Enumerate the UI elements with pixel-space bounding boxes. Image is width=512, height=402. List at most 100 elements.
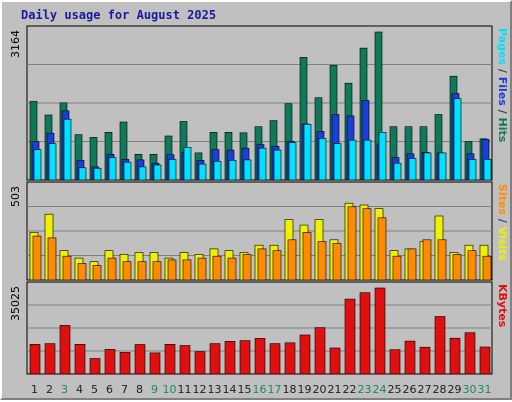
day-label: 20 [313, 383, 327, 396]
sites-bar [122, 261, 132, 281]
pages-bar [243, 159, 252, 181]
legend-text: KBytes [496, 284, 509, 328]
day-label: 27 [418, 383, 432, 396]
legend-text: / [496, 65, 509, 77]
sites-bar [362, 208, 372, 281]
sites-bar [107, 257, 117, 281]
sites-bar [152, 261, 162, 281]
legend-text: Visits [496, 227, 509, 262]
sites-bar [47, 237, 57, 281]
chart-title: Daily usage for August 2025 [21, 8, 217, 22]
day-label: 17 [268, 383, 282, 396]
day-label: 21 [328, 383, 342, 396]
kbytes-bar [254, 338, 266, 375]
kbytes-bar [329, 347, 341, 375]
pages-bar [453, 98, 462, 181]
series-legend-label: KBytes [496, 284, 509, 328]
day-label: 26 [403, 383, 417, 396]
kbytes-bar [239, 340, 251, 375]
sites-bar [197, 257, 207, 281]
pages-bar [438, 152, 447, 181]
pages-bar [63, 118, 72, 181]
sites-bar [242, 254, 252, 281]
sites-bar [452, 254, 462, 281]
pages-bar [363, 139, 372, 181]
legend-text: / [496, 215, 509, 227]
kbytes-bar [194, 351, 206, 375]
day-label: 9 [151, 383, 158, 396]
pages-bar [123, 161, 132, 181]
day-label: 10 [163, 383, 177, 396]
pages-bar [258, 147, 267, 181]
day-label: 16 [253, 383, 267, 396]
kbytes-bar [479, 346, 491, 375]
day-label: 31 [478, 383, 492, 396]
kbytes-bar [314, 327, 326, 375]
sites-bar [407, 248, 417, 281]
kbytes-bar [359, 292, 371, 375]
kbytes-bar [404, 340, 416, 375]
kbytes-bar [44, 343, 56, 375]
kbytes-bar [224, 340, 236, 375]
sites-bar [212, 255, 222, 281]
day-label: 23 [358, 383, 372, 396]
pages-bar [483, 159, 492, 181]
kbytes-bar [119, 352, 131, 375]
sites-bar [392, 255, 402, 281]
day-label: 29 [448, 383, 462, 396]
kbytes-bar [179, 345, 191, 375]
sites-bar [332, 243, 342, 281]
pages-bar [423, 152, 432, 181]
pages-bar [348, 139, 357, 181]
sites-bar [437, 239, 447, 281]
kbytes-bar [374, 287, 386, 375]
sites-bar [302, 232, 312, 281]
day-label: 15 [238, 383, 252, 396]
legend-text: Pages [496, 28, 509, 66]
sites-bar [422, 239, 432, 281]
kbytes-bar [464, 332, 476, 375]
pages-bar [33, 149, 42, 181]
day-label: 28 [433, 383, 447, 396]
pages-bar [393, 162, 402, 181]
day-label: 8 [136, 383, 143, 396]
kbytes-bar [299, 334, 311, 375]
day-label: 24 [373, 383, 387, 396]
day-label: 12 [193, 383, 207, 396]
sites-bar [272, 250, 282, 281]
y-max-label: 3164 [9, 30, 22, 58]
day-label: 7 [121, 383, 128, 396]
day-label: 2 [46, 383, 53, 396]
kbytes-bar [89, 358, 101, 375]
sites-bar [137, 261, 147, 281]
pages-bar [138, 166, 147, 181]
day-label: 6 [106, 383, 113, 396]
legend-text: Files [496, 77, 509, 107]
sites-bar [467, 250, 477, 281]
day-label: 3 [61, 383, 68, 396]
y-max-label: 503 [9, 186, 22, 207]
pages-bar [378, 132, 387, 181]
pages-bar [78, 167, 87, 181]
pages-bar [303, 124, 312, 181]
sites-bar [347, 206, 357, 281]
kbytes-bar [344, 298, 356, 375]
kbytes-bar [389, 349, 401, 375]
pages-bar [273, 149, 282, 181]
sites-bar [377, 217, 387, 281]
kbytes-bar [134, 344, 146, 375]
kbytes-bar [419, 346, 431, 375]
sites-bar [62, 255, 72, 281]
day-label: 4 [76, 383, 83, 396]
pages-bar [408, 158, 417, 181]
sites-bar [317, 241, 327, 281]
legend-text: / [496, 106, 509, 118]
pages-bar [48, 143, 57, 181]
kbytes-bar [284, 342, 296, 375]
pages-bar [93, 168, 102, 181]
sites-bar [182, 259, 192, 281]
pages-bar [183, 147, 192, 181]
kbytes-bar [29, 343, 41, 375]
day-label: 5 [91, 383, 98, 396]
day-label: 30 [463, 383, 477, 396]
